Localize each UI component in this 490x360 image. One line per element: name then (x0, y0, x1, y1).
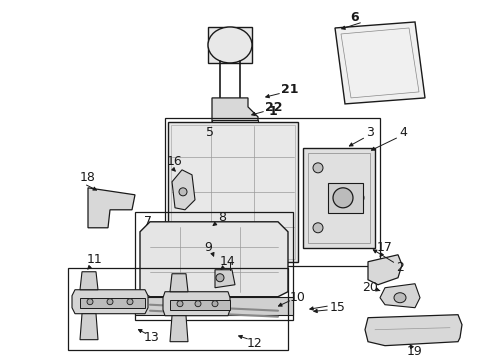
Bar (170, 300, 230, 310)
Text: 5: 5 (206, 126, 214, 139)
Text: 13: 13 (144, 331, 160, 344)
Ellipse shape (87, 299, 93, 305)
Text: 9: 9 (204, 241, 212, 254)
Ellipse shape (107, 299, 113, 305)
Bar (135, 212, 293, 320)
Polygon shape (380, 284, 420, 308)
Text: 6: 6 (351, 12, 359, 24)
Ellipse shape (212, 301, 218, 307)
Text: 15: 15 (330, 301, 346, 314)
Polygon shape (163, 292, 230, 316)
Text: 10: 10 (290, 291, 306, 304)
Text: 3: 3 (366, 126, 374, 139)
Bar (303, 148, 375, 248)
Polygon shape (135, 297, 293, 315)
Ellipse shape (216, 274, 224, 282)
Bar (168, 122, 298, 262)
Text: 1: 1 (268, 105, 277, 118)
Ellipse shape (177, 301, 183, 307)
Bar (171, 125, 295, 259)
Polygon shape (170, 274, 188, 292)
Ellipse shape (313, 223, 323, 233)
Text: 12: 12 (247, 337, 263, 350)
Bar (68, 268, 288, 350)
Polygon shape (72, 290, 148, 314)
Text: 21: 21 (281, 84, 299, 96)
Polygon shape (335, 22, 425, 104)
Text: 20: 20 (362, 281, 378, 294)
Polygon shape (212, 98, 258, 123)
Ellipse shape (394, 293, 406, 303)
Text: 14: 14 (220, 255, 236, 268)
Polygon shape (368, 255, 402, 285)
Ellipse shape (195, 301, 201, 307)
Ellipse shape (179, 188, 187, 196)
Text: 17: 17 (377, 241, 393, 254)
Text: 4: 4 (399, 126, 407, 139)
Polygon shape (80, 314, 98, 340)
Polygon shape (88, 188, 135, 228)
Bar (165, 118, 380, 266)
Bar (212, 120, 258, 128)
Ellipse shape (127, 299, 133, 305)
Ellipse shape (352, 192, 364, 204)
Polygon shape (365, 315, 462, 346)
Polygon shape (172, 170, 195, 210)
Bar (308, 153, 370, 243)
Polygon shape (80, 272, 98, 290)
Text: 11: 11 (87, 253, 103, 266)
Bar (208, 27, 252, 63)
Bar (80, 298, 145, 308)
Text: 8: 8 (218, 211, 226, 224)
Polygon shape (215, 270, 235, 288)
Ellipse shape (333, 188, 353, 208)
Text: 2: 2 (396, 261, 404, 274)
Text: 22: 22 (265, 102, 283, 114)
Text: 19: 19 (407, 345, 423, 358)
Polygon shape (140, 222, 288, 297)
Ellipse shape (313, 163, 323, 173)
Text: 16: 16 (167, 156, 183, 168)
Polygon shape (170, 316, 188, 342)
Ellipse shape (208, 27, 252, 63)
Text: 7: 7 (144, 215, 152, 228)
Text: 18: 18 (80, 171, 96, 184)
Bar (328, 183, 363, 213)
